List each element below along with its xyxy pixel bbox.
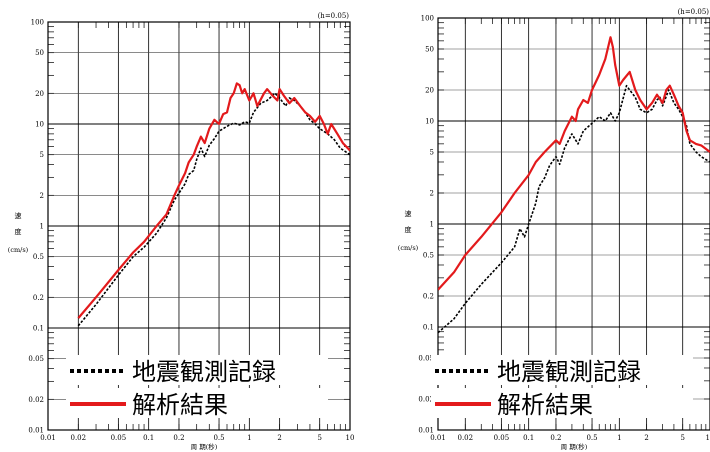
chart2-y-tick-label: 0.5 [423, 252, 434, 260]
chart2-y-axis-label: 速度 (cm/s) [398, 210, 419, 252]
chart2-x-tick-label: 0.05 [494, 434, 510, 442]
chart2-damping-label: (h=0.05) [678, 8, 710, 16]
chart2-plot-frame [437, 17, 710, 431]
chart1-y-tick-label: 0.05 [28, 355, 44, 363]
chart2-legend-label-analysis: 解析結果 [497, 391, 593, 419]
chart2-y-axis-unit: (cm/s) [398, 244, 419, 252]
chart2-x-tick-label: 2 [644, 434, 648, 442]
chart1-y-tick-label: 2 [40, 192, 44, 200]
chart2-x-axis-label: 周 期(秒) [561, 442, 588, 451]
chart1-y-tick-label: 1 [40, 223, 44, 231]
chart2-series-analysis-line [438, 36, 710, 291]
chart1-x-tick-label: 2 [277, 434, 281, 442]
chart1-y-tick-label: 0.1 [33, 325, 44, 333]
chart2-y-tick-label: 0.1 [423, 324, 434, 332]
chart1-x-tick-label: 1 [247, 434, 251, 442]
chart1-y-tick-label: 0.5 [33, 253, 44, 261]
chart1-x-tick-label: 5 [317, 434, 321, 442]
chart1-y-axis-label-char: 速 [15, 212, 22, 220]
chart2-y-axis-label-char: 度 [405, 225, 412, 234]
chart2-x-tick-label: 5 [680, 434, 684, 442]
chart2-y-tick-label: 10 [425, 118, 434, 126]
chart1-legend-backdrop [66, 355, 328, 385]
chart1-series-observed-line [77, 92, 350, 327]
chart2-y-tick-label: 50 [425, 46, 434, 54]
chart2-y-tick-label: 0.01 [418, 427, 434, 435]
chart1-x-tick-label: 0.1 [143, 434, 154, 442]
chart2-x-tick-label: 0.01 [430, 434, 446, 442]
chart2-panel: 0.01 0.02 0.05 0.1 0.2 0.5 1 2 5 10 0.01 0.02 0.05 0.… [398, 8, 710, 451]
chart1-plot-frame [47, 21, 351, 431]
chart1-y-tick-label: 100 [31, 19, 44, 27]
chart1-y-tick-label: 0.02 [28, 396, 44, 404]
chart2-x-tick-label: 0.2 [550, 434, 561, 442]
chart1-y-tick-label: 5 [40, 151, 44, 159]
chart1-y-tick-label: 0.2 [33, 294, 44, 302]
chart2-x-tick-label: 0.1 [523, 434, 534, 442]
chart2-x-tick-label: 0.5 [586, 434, 597, 442]
chart2-series-observed-line [438, 84, 710, 334]
chart1-y-axis-label-char: 度 [15, 227, 22, 236]
chart2-x-tick-label: 1 [617, 434, 621, 442]
chart2-y-tick-label: 0.05 [418, 355, 434, 363]
chart1-panel: 0.01 0.02 0.05 0.1 0.2 0.5 1 2 5 10 0.01 0.02 0.05 0.… [8, 12, 355, 451]
chart1-y-axis-unit: (cm/s) [8, 246, 29, 254]
chart2-y-tick-label: 0.02 [418, 395, 434, 403]
chart1-x-tick-label: 0.02 [71, 434, 87, 442]
chart2-y-tick-label: 1 [430, 221, 434, 229]
chart2-y-axis-label-char: 速 [405, 210, 412, 218]
chart2-y-tick-label: 0.2 [423, 292, 434, 300]
chart1-y-tick-label: 10 [35, 121, 44, 129]
chart1-x-axis-label: 周 期(秒) [191, 442, 218, 451]
chart1-damping-label: (h=0.05) [318, 12, 350, 20]
chart1-x-tick-label: 0.2 [173, 434, 184, 442]
chart1-y-tick-label: 50 [35, 49, 44, 57]
chart2-y-tick-label: 2 [430, 189, 434, 197]
chart1-legend-label-analysis: 解析結果 [132, 391, 228, 419]
chart2-x-tick-label: 0.02 [457, 434, 473, 442]
chart1-x-tick-label: 0.01 [40, 434, 56, 442]
chart2-y-tick-label: 5 [430, 149, 434, 157]
chart2-y-tick-label: 100 [421, 15, 434, 23]
chart1-series-analysis-line [77, 82, 350, 319]
chart1-y-tick-label: 0.01 [28, 427, 44, 435]
chart2-legend-backdrop [431, 355, 693, 385]
chart1-legend-label-observed: 地震観測記録 [132, 358, 276, 386]
chart1-x-tick-label: 0.05 [111, 434, 127, 442]
chart1-x-tick-label: 10 [346, 434, 355, 442]
chart1-y-tick-label: 20 [35, 90, 44, 98]
chart2-x-tick-label: 10 [706, 434, 710, 442]
chart2-legend-label-observed: 地震観測記録 [497, 358, 641, 386]
chart2-y-tick-label: 20 [425, 86, 434, 94]
chart1-y-axis-label: 速度 (cm/s) [8, 212, 29, 254]
chart1-x-tick-label: 0.5 [213, 434, 224, 442]
